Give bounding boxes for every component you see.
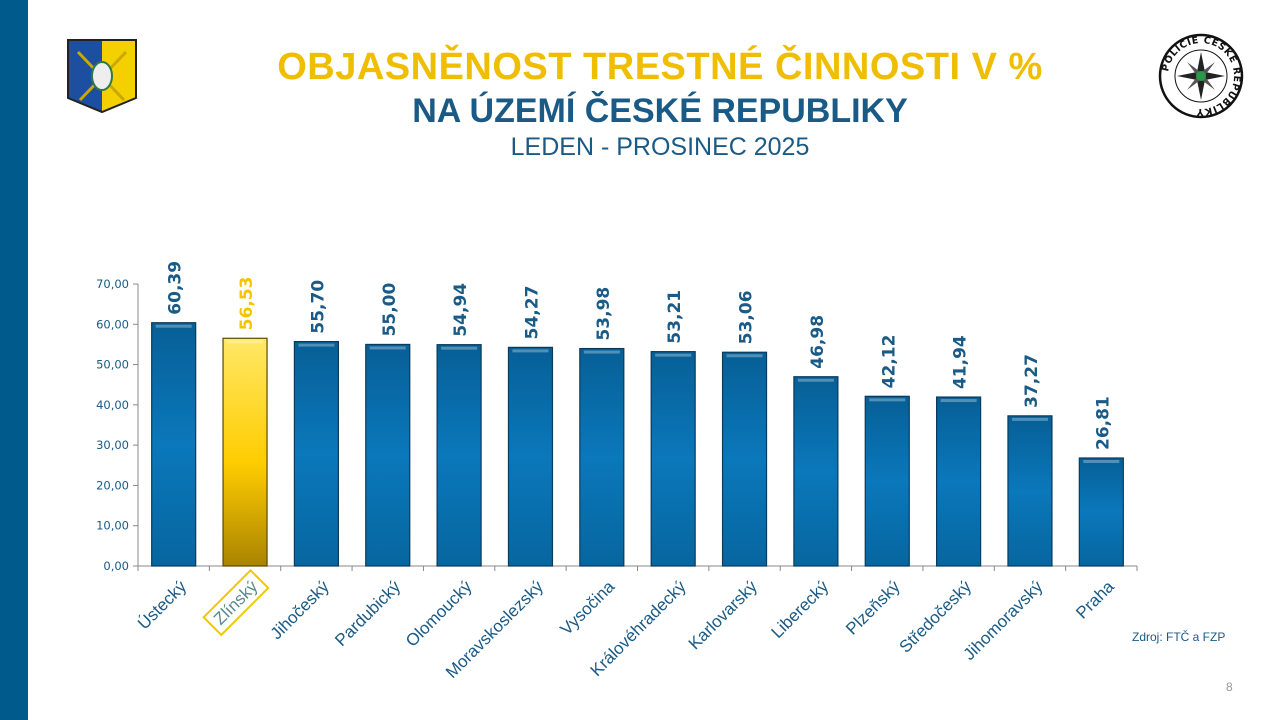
- bar-zlínský: [222, 337, 268, 567]
- x-tick-label-group: Středočeský: [896, 577, 976, 657]
- x-tick-label-group: Praha: [1072, 577, 1118, 623]
- data-label: 26,81: [1093, 396, 1113, 450]
- bar-highlight: [441, 346, 478, 350]
- bar-highlight: [369, 346, 406, 350]
- y-tick-label: 0,00: [103, 559, 129, 573]
- y-tick-label: 60,00: [96, 317, 129, 331]
- data-label: 56,53: [237, 276, 257, 330]
- x-tick-label: Vysočina: [557, 577, 619, 639]
- data-label: 55,70: [308, 280, 328, 334]
- bar-highlight: [155, 324, 192, 328]
- data-label: 53,98: [594, 287, 614, 341]
- x-tick-label: Pardubický: [331, 577, 404, 650]
- data-label: 37,27: [1022, 354, 1042, 408]
- bar-vysočina: [579, 347, 625, 567]
- bar-plzeňský: [864, 395, 910, 567]
- sidebar-stripe: [0, 0, 28, 720]
- y-tick-label: 70,00: [96, 277, 129, 291]
- bar-highlight: [298, 343, 335, 347]
- x-tick-label-group: Olomoucký: [402, 577, 476, 651]
- bar-jihočeský: [293, 341, 339, 567]
- data-label: 41,94: [951, 335, 971, 389]
- bar-highlight: [1011, 417, 1048, 421]
- x-tick-label-group: Karlovarský: [685, 577, 762, 654]
- bar-jihomoravský: [1007, 415, 1053, 567]
- bar-praha: [1078, 457, 1124, 567]
- bar-highlight: [726, 354, 763, 358]
- bar-highlight: [583, 350, 620, 354]
- x-tick-label: Praha: [1072, 577, 1118, 623]
- y-tick-label: 30,00: [96, 438, 129, 452]
- highlight-box: [202, 568, 270, 637]
- y-tick-label: 50,00: [96, 358, 129, 372]
- bar-highlight: [940, 399, 977, 403]
- data-label: 55,00: [380, 282, 400, 336]
- x-tick-label-group: Vysočina: [557, 577, 619, 639]
- x-tick-label: Jihočeský: [267, 577, 334, 644]
- bar-liberecký: [793, 376, 839, 567]
- x-tick-label-group: Zlínský: [202, 568, 270, 637]
- police-logo: POLICIE ČESKÉ REPUBLIKY: [1158, 33, 1244, 119]
- x-tick-label-group: Pardubický: [331, 577, 404, 650]
- bar-highlight: [227, 340, 264, 344]
- x-tick-label-group: Liberecký: [767, 577, 832, 642]
- bar-highlight: [512, 349, 549, 353]
- chart-subtitle: NA ÚZEMÍ ČESKÉ REPUBLIKY: [412, 92, 908, 130]
- data-label: 60,39: [166, 261, 186, 315]
- x-tick-label: Karlovarský: [685, 577, 762, 654]
- y-tick-label: 10,00: [96, 519, 129, 533]
- x-tick-label: Liberecký: [767, 577, 832, 642]
- x-tick-label-group: Plzeňský: [842, 577, 904, 639]
- bar-ústecký: [151, 322, 197, 567]
- bar-olomoucký: [436, 344, 482, 567]
- x-tick-label-group: Jihočeský: [267, 577, 334, 644]
- bar-pardubický: [365, 343, 411, 567]
- x-tick-label: Olomoucký: [402, 577, 476, 651]
- source-note: Zdroj: FTČ a FZP: [1132, 630, 1226, 644]
- data-label: 42,12: [879, 335, 899, 389]
- bar-karlovarský: [721, 351, 768, 567]
- data-label: 53,21: [665, 290, 685, 344]
- bar-královéhradecký: [650, 351, 696, 567]
- bar-moravskoslezský: [507, 346, 554, 567]
- bar-středočeský: [936, 396, 982, 567]
- data-label: 53,06: [737, 290, 757, 344]
- page-number: 8: [1226, 680, 1233, 694]
- y-tick-label: 20,00: [96, 478, 129, 492]
- x-tick-label: Plzeňský: [842, 577, 904, 639]
- x-tick-label: Středočeský: [896, 577, 976, 657]
- x-tick-label-group: Ústecký: [134, 577, 191, 634]
- bar-highlight: [655, 353, 692, 357]
- chart-period: LEDEN - PROSINEC 2025: [510, 133, 810, 161]
- x-tick-label: Ústecký: [134, 577, 191, 634]
- bar-highlight: [869, 398, 906, 402]
- data-label: 46,98: [808, 315, 828, 369]
- y-tick-label: 40,00: [96, 398, 129, 412]
- chart-title: OBJASNĚNOST TRESTNÉ ČINNOSTI V %: [277, 46, 1043, 88]
- data-label: 54,27: [522, 286, 542, 340]
- data-label: 54,94: [451, 283, 471, 337]
- regional-crest-logo: [67, 39, 137, 114]
- bar-highlight: [1083, 459, 1120, 463]
- bar-highlight: [797, 378, 834, 382]
